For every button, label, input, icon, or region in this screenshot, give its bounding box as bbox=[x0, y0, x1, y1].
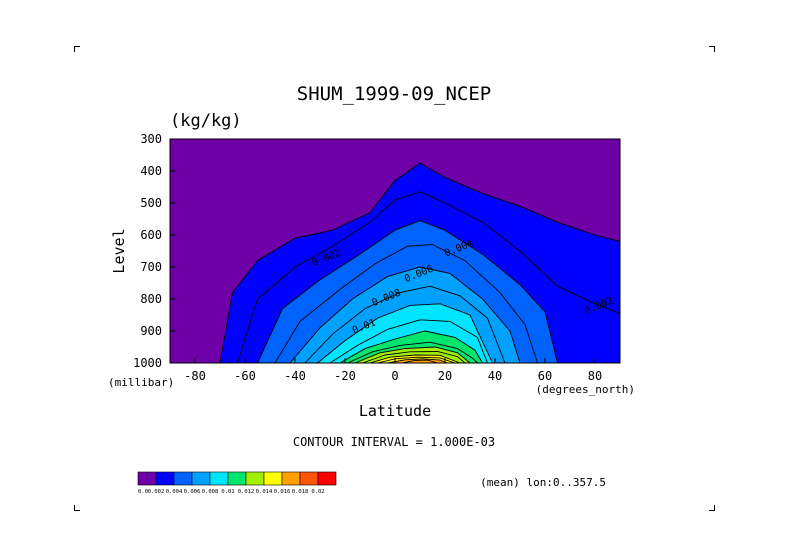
y-axis-label: Level bbox=[110, 228, 128, 273]
contour-line bbox=[347, 341, 478, 363]
contour-line bbox=[257, 220, 558, 363]
colorbar-label: 0.014 bbox=[256, 489, 273, 495]
colorbar-label: 0.02 bbox=[311, 489, 324, 495]
contour-line bbox=[304, 285, 506, 363]
contour-line bbox=[387, 358, 448, 363]
contour-line bbox=[237, 191, 620, 363]
y-tick-label: 800 bbox=[140, 292, 162, 306]
y-tick-label: 900 bbox=[140, 324, 162, 338]
contour-line bbox=[402, 359, 438, 363]
colorbar-swatch bbox=[245, 471, 265, 486]
colorbar-label: 0.0 bbox=[138, 489, 148, 495]
y-tick-label: 700 bbox=[140, 260, 162, 274]
footnote-text: (mean) lon:0..357.5 bbox=[480, 476, 606, 489]
colorbar-swatch bbox=[317, 471, 337, 486]
contour-line bbox=[274, 244, 538, 363]
contour-line bbox=[339, 330, 483, 363]
y-tick-label: 500 bbox=[140, 196, 162, 210]
y-tick-label: 1000 bbox=[133, 356, 162, 370]
x-tick-label: -60 bbox=[234, 369, 256, 383]
x-tick-label: 40 bbox=[488, 369, 502, 383]
x-axis-label: Latitude bbox=[359, 402, 431, 420]
x-tick-label: 20 bbox=[438, 369, 452, 383]
corner-marks bbox=[74, 46, 715, 511]
chart-title: SHUM_1999-09_NCEP bbox=[297, 83, 491, 105]
colorbar-swatch bbox=[227, 471, 247, 486]
colorbar: 0.0 0.002 0.004 0.006 0.008 0.01 0.012 0.014 0.0… bbox=[137, 471, 337, 495]
contour-line bbox=[219, 162, 620, 363]
colorbar-label: 0.018 bbox=[292, 489, 309, 495]
y-units-label: (millibar) bbox=[108, 376, 174, 389]
x-units-label: (degrees_north) bbox=[536, 383, 635, 396]
y-tick-label: 300 bbox=[140, 132, 162, 146]
contour-interval-text: CONTOUR INTERVAL = 1.000E-03 bbox=[293, 435, 495, 449]
x-tick-label: 60 bbox=[538, 369, 552, 383]
colorbar-label: 0.004 bbox=[166, 489, 183, 495]
contour-line bbox=[329, 319, 488, 363]
colorbar-label: 0.002 bbox=[148, 489, 165, 495]
colorbar-swatch bbox=[173, 471, 193, 486]
colorbar-swatch bbox=[191, 471, 211, 486]
colorbar-swatch bbox=[299, 471, 319, 486]
contour-line bbox=[362, 351, 466, 363]
colorbar-label: 0.006 bbox=[184, 489, 201, 495]
contour-line bbox=[317, 303, 493, 363]
colorbar-swatch bbox=[263, 471, 283, 486]
colorbar-label: 0.01 bbox=[221, 489, 234, 495]
colorbar-label: 0.012 bbox=[238, 489, 255, 495]
contour-line bbox=[354, 346, 471, 363]
x-tick-label: -40 bbox=[284, 369, 306, 383]
y-tick-label: 400 bbox=[140, 164, 162, 178]
x-tick-label: 80 bbox=[588, 369, 602, 383]
x-tick-label: 0 bbox=[391, 369, 398, 383]
colorbar-swatch bbox=[209, 471, 229, 486]
contour-line bbox=[369, 354, 461, 363]
x-tick-label: -80 bbox=[184, 369, 206, 383]
colorbar-swatch bbox=[281, 471, 301, 486]
colorbar-label: 0.016 bbox=[274, 489, 291, 495]
x-tick-label: -20 bbox=[334, 369, 356, 383]
colorbar-label: 0.008 bbox=[202, 489, 219, 495]
units-label: (kg/kg) bbox=[170, 111, 242, 131]
y-tick-label: 600 bbox=[140, 228, 162, 242]
colorbar-swatch bbox=[137, 471, 157, 486]
contour-line bbox=[289, 266, 521, 363]
colorbar-swatch bbox=[155, 471, 175, 486]
